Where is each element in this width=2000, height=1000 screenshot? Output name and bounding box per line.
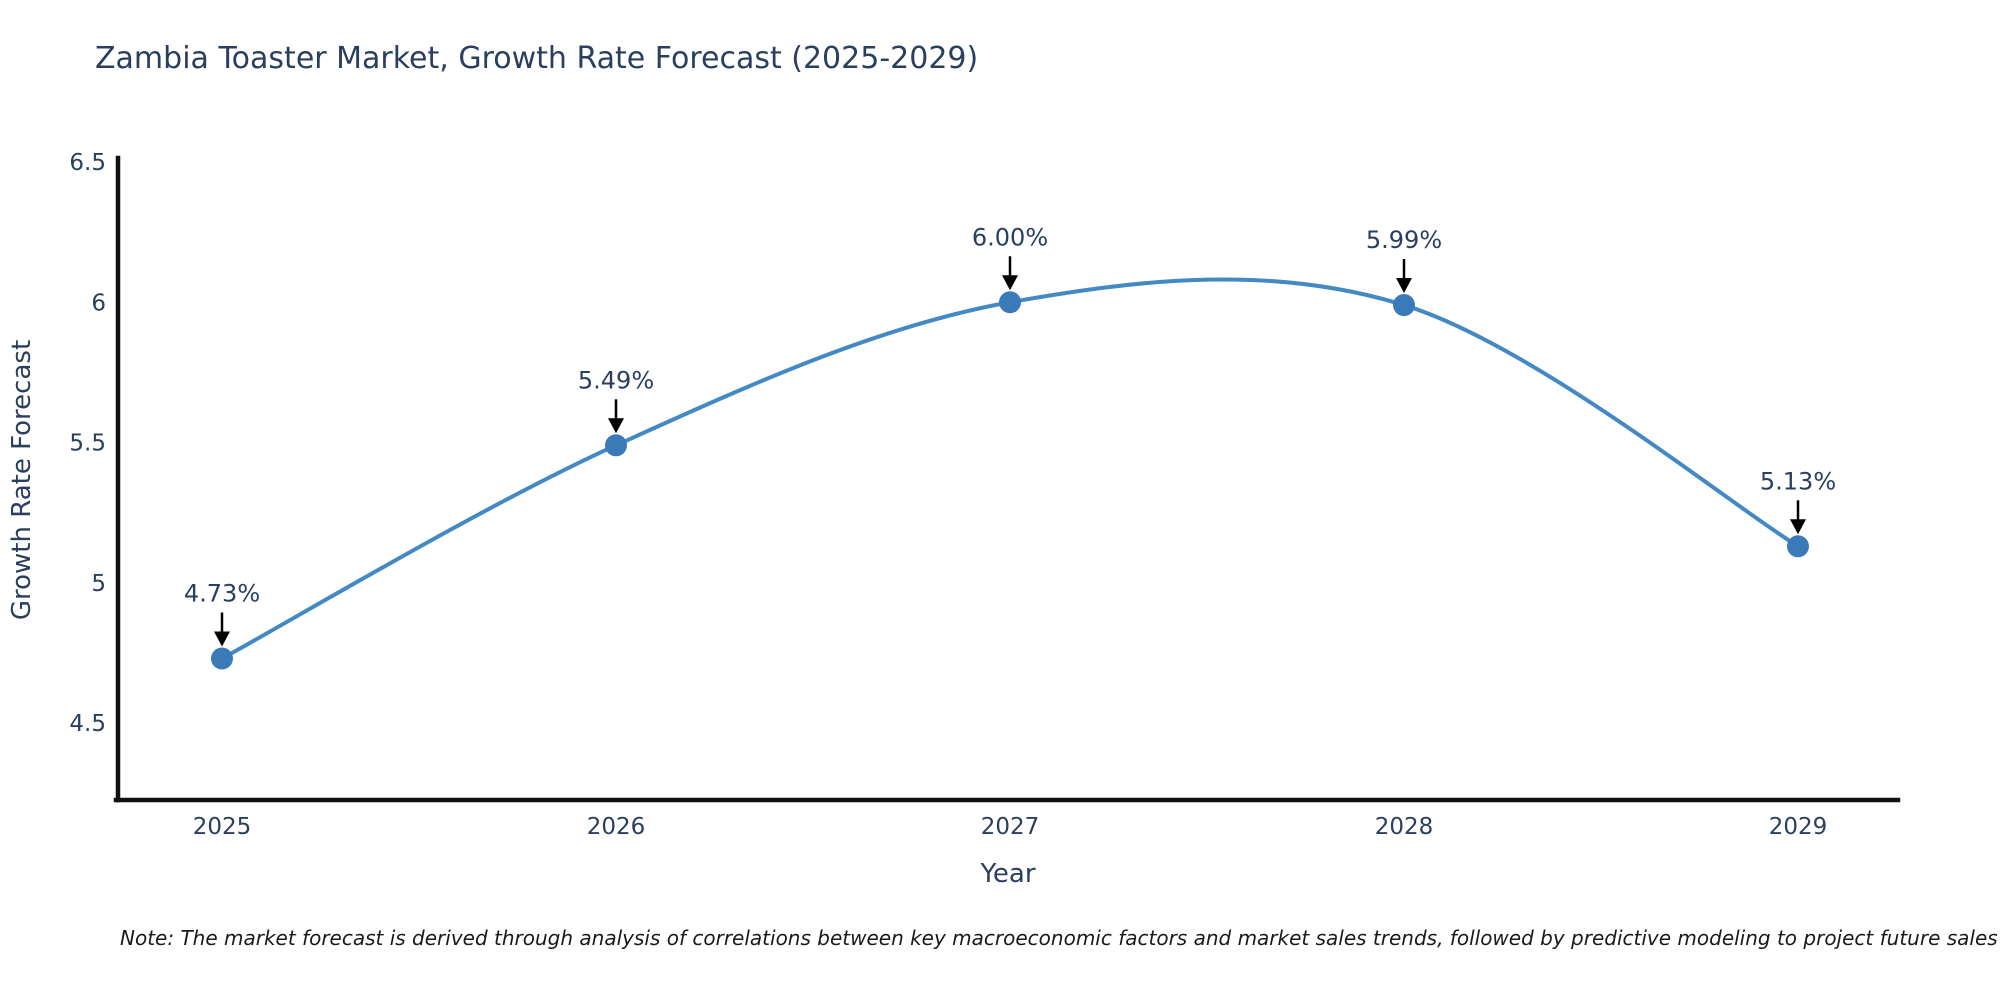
data-point-2028[interactable] [1393,294,1415,317]
data-point-2026[interactable] [605,434,627,457]
annotation-arrowhead-icon [608,418,624,434]
point-label: 5.99% [1366,226,1442,254]
point-annotation: 5.49% [578,366,654,434]
point-label: 5.49% [578,366,654,394]
point-label: 4.73% [184,579,260,607]
x-tick-label: 2025 [193,814,252,840]
x-axis-title: Year [979,859,1035,889]
x-axis-ticks: 2025 2026 2027 2028 2029 [193,814,1828,840]
x-tick-label: 2028 [1375,814,1434,840]
x-tick-label: 2029 [1769,814,1828,840]
data-point-2027[interactable] [999,291,1021,314]
y-axis-title: Growth Rate Forecast [7,340,37,620]
y-tick-label: 6 [91,290,106,316]
point-annotations: 4.73% 5.49% 6.00% 5.99% 5.13% [184,223,1836,647]
point-annotation: 4.73% [184,579,260,647]
y-tick-label: 5 [91,571,106,597]
x-tick-label: 2026 [587,814,646,840]
data-point-2029[interactable] [1787,535,1809,558]
y-tick-label: 6.5 [69,150,106,176]
annotation-arrowhead-icon [1790,519,1806,535]
chart-title: Zambia Toaster Market, Growth Rate Forec… [95,41,978,76]
y-axis-ticks: 6.5 6 5.5 5 4.5 [69,150,106,737]
x-tick-label: 2027 [981,814,1040,840]
point-label: 5.13% [1760,467,1836,495]
annotation-arrowhead-icon [1396,278,1412,294]
point-annotation: 5.99% [1366,226,1442,294]
y-tick-label: 5.5 [69,431,106,457]
point-label: 6.00% [972,223,1048,251]
data-point-2025[interactable] [211,647,233,670]
series-line [221,277,1800,661]
annotation-arrowhead-icon [214,631,230,647]
chart-footnote: Note: The market forecast is derived thr… [120,926,1998,950]
y-tick-label: 4.5 [69,711,106,737]
annotation-arrowhead-icon [1002,275,1018,291]
series-growth-rate [211,277,1809,670]
point-annotation: 6.00% [972,223,1048,291]
point-annotation: 5.13% [1760,467,1836,535]
